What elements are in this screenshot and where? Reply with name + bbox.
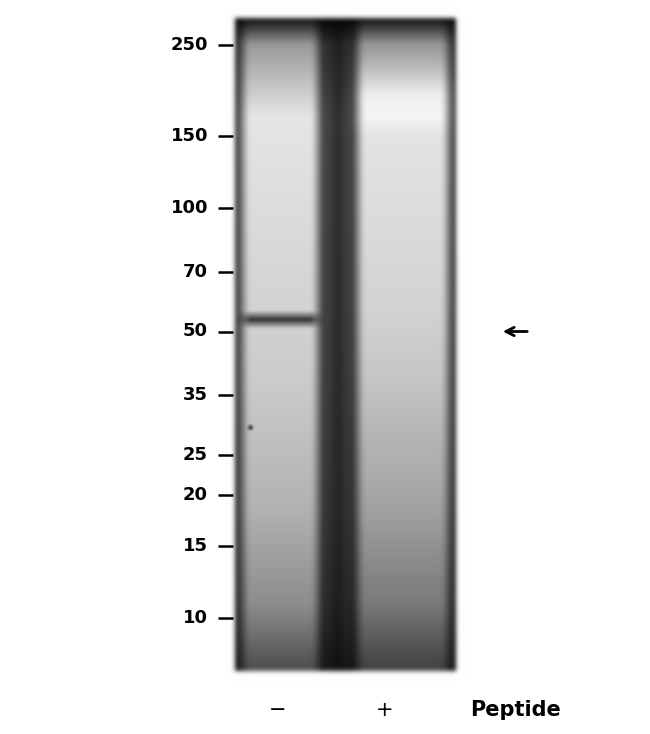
Text: +: +	[376, 700, 394, 720]
Text: 50: 50	[183, 322, 208, 341]
Text: Peptide: Peptide	[469, 700, 560, 720]
Text: 20: 20	[183, 486, 208, 504]
Text: 25: 25	[183, 446, 208, 464]
Text: −: −	[269, 700, 287, 720]
Text: 35: 35	[183, 386, 208, 404]
Text: 100: 100	[170, 199, 208, 217]
Text: 250: 250	[170, 36, 208, 54]
Text: 70: 70	[183, 263, 208, 280]
Text: 150: 150	[170, 127, 208, 145]
Text: 15: 15	[183, 537, 208, 555]
Text: 10: 10	[183, 609, 208, 627]
